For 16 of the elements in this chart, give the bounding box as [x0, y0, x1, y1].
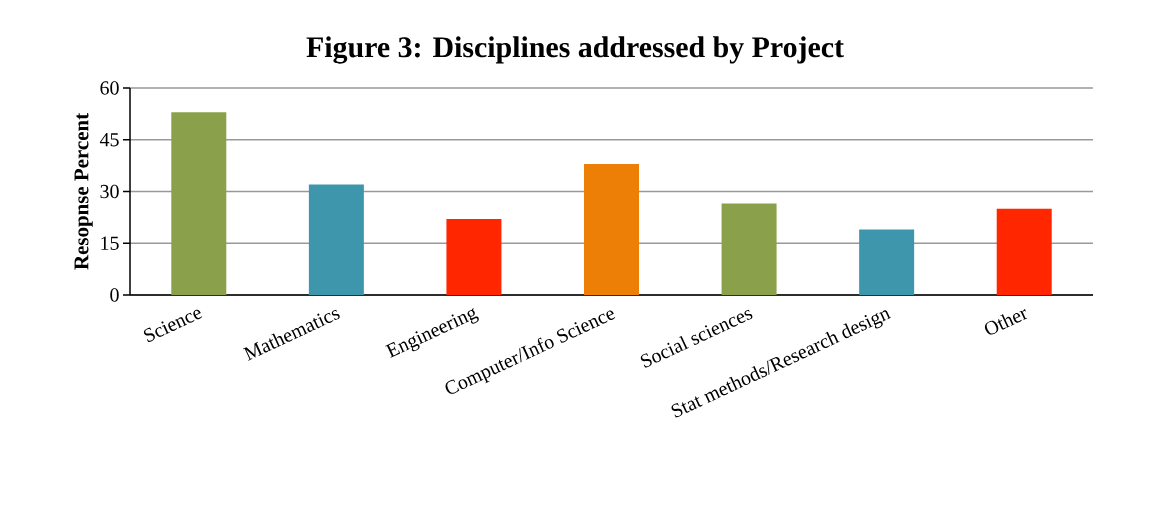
- x-tick-label: Science: [143, 309, 203, 343]
- x-tick-label: Other: [984, 308, 1028, 335]
- bar: [308, 184, 364, 295]
- bar: [446, 219, 502, 295]
- bar: [584, 163, 640, 295]
- bar: [996, 208, 1052, 295]
- y-tick-label: 15: [101, 236, 119, 250]
- bar: [171, 112, 227, 295]
- y-tick-label: 0: [110, 288, 119, 302]
- bar: [721, 203, 777, 295]
- bar: [859, 229, 915, 295]
- y-tick-label: 60: [100, 81, 119, 95]
- y-tick-label: 30: [100, 184, 119, 199]
- chart-title: Figure 3: Disciplines addressed by Project: [306, 36, 844, 64]
- y-tick-label: 45: [99, 133, 119, 147]
- y-axis-title: Resopnse Percent: [74, 113, 93, 270]
